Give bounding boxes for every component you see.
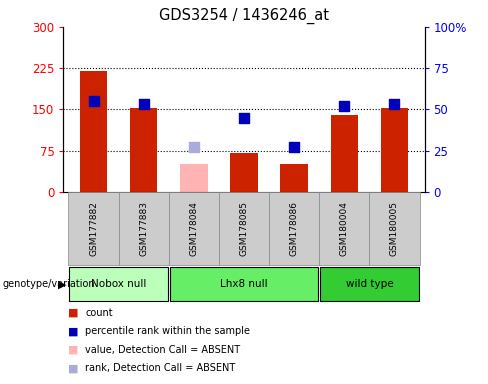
Bar xyxy=(281,164,308,192)
Text: value, Detection Call = ABSENT: value, Detection Call = ABSENT xyxy=(85,345,241,355)
Text: GSM178084: GSM178084 xyxy=(189,201,198,256)
Bar xyxy=(369,192,420,265)
Bar xyxy=(330,115,358,192)
Text: ■: ■ xyxy=(68,363,79,373)
Bar xyxy=(170,267,318,301)
Text: GSM180005: GSM180005 xyxy=(390,201,399,256)
Text: ■: ■ xyxy=(68,308,79,318)
Text: GSM180004: GSM180004 xyxy=(340,201,349,256)
Text: genotype/variation: genotype/variation xyxy=(2,279,95,289)
Point xyxy=(290,144,298,151)
Text: Nobox null: Nobox null xyxy=(91,279,146,289)
Text: ■: ■ xyxy=(68,326,79,336)
Text: GSM178085: GSM178085 xyxy=(240,201,248,256)
Point xyxy=(390,101,398,108)
Title: GDS3254 / 1436246_at: GDS3254 / 1436246_at xyxy=(159,8,329,24)
Text: percentile rank within the sample: percentile rank within the sample xyxy=(85,326,250,336)
Text: rank, Detection Call = ABSENT: rank, Detection Call = ABSENT xyxy=(85,363,236,373)
Bar xyxy=(320,267,419,301)
Text: ■: ■ xyxy=(68,345,79,355)
Text: GSM177882: GSM177882 xyxy=(89,201,98,256)
Bar xyxy=(230,154,258,192)
Bar xyxy=(219,192,269,265)
Bar xyxy=(130,108,158,192)
Point xyxy=(190,144,198,151)
Point xyxy=(341,103,348,109)
Text: wild type: wild type xyxy=(346,279,393,289)
Bar xyxy=(319,192,369,265)
Text: GSM178086: GSM178086 xyxy=(290,201,299,256)
Bar xyxy=(69,267,168,301)
Bar xyxy=(80,71,107,192)
Bar xyxy=(68,192,119,265)
Bar xyxy=(180,164,207,192)
Point xyxy=(240,115,248,121)
Text: GSM177883: GSM177883 xyxy=(139,201,148,256)
Bar xyxy=(269,192,319,265)
Text: count: count xyxy=(85,308,113,318)
Bar xyxy=(381,108,408,192)
Text: Lhx8 null: Lhx8 null xyxy=(220,279,268,289)
Point xyxy=(90,98,98,104)
Bar xyxy=(169,192,219,265)
Bar xyxy=(119,192,169,265)
Text: ▶: ▶ xyxy=(58,279,66,289)
Point xyxy=(140,101,147,108)
